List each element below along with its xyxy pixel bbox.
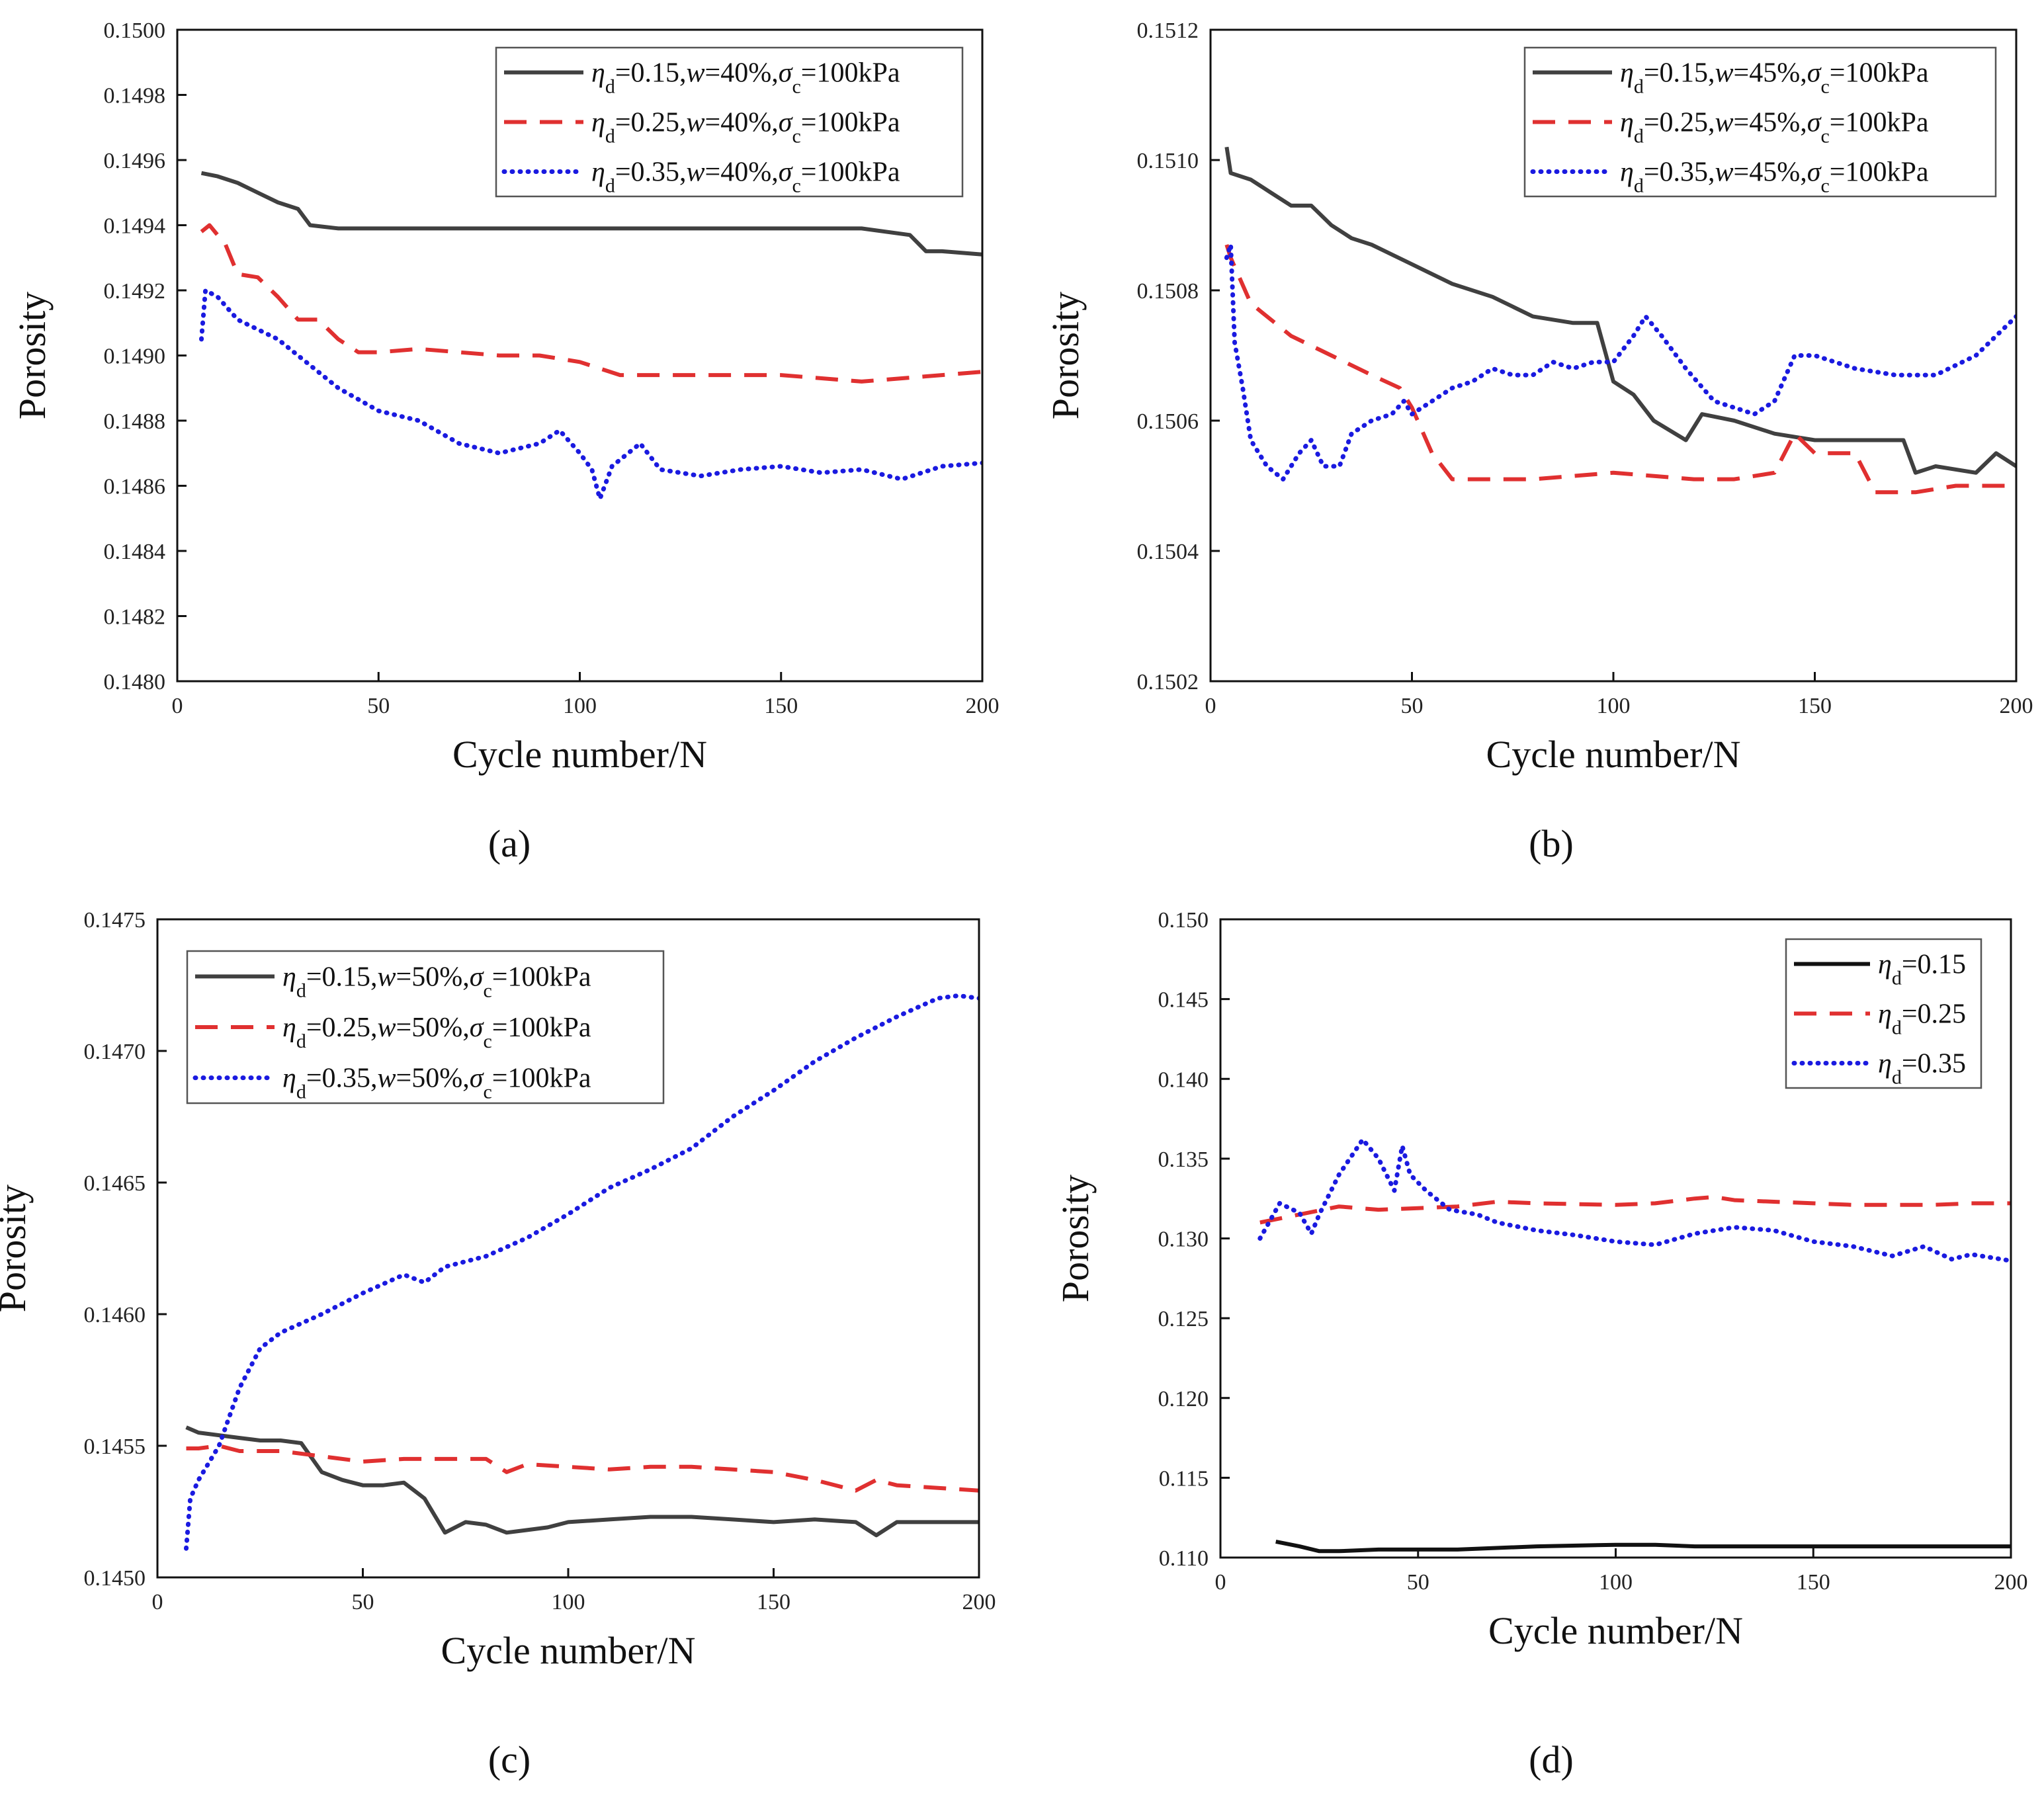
y-tick-label: 0.1512 <box>1137 19 1199 43</box>
y-tick-label: 0.1492 <box>104 279 166 304</box>
y-tick-label: 0.1482 <box>104 605 166 630</box>
x-tick-label: 100 <box>563 694 597 718</box>
x-tick-label: 150 <box>764 694 798 718</box>
panel-tag-a: (a) <box>488 822 531 865</box>
y-tick-label: 0.1486 <box>104 475 166 499</box>
chart-panel-c: 0 50 100 150 200 0.1450 0.1455 0.1460 0.1465 0.14… <box>0 908 996 1672</box>
x-tick-label: 100 <box>1597 694 1631 718</box>
series-line-1 <box>1224 146 2016 475</box>
series-line-1 <box>185 1425 979 1538</box>
series-line-1 <box>200 171 982 257</box>
chart-panel-d: 0 50 100 150 200 0.110 0.115 0.120 0.125 0.130 0.1… <box>1054 908 2028 1652</box>
legend-entry-2: ηd=0.25,w=40%,σc=100kPa <box>591 108 900 147</box>
series-line-2 <box>1259 1194 2011 1225</box>
legend-entry-3: ηd=0.35,w=40%,σc=100kPa <box>591 157 900 197</box>
y-tick-label: 0.1506 <box>1137 409 1199 434</box>
x-tick-label: 150 <box>1798 694 1832 718</box>
x-axis-title: Cycle number/N <box>1486 733 1741 776</box>
legend-entry-1: ηd=0.15,w=40%,σc=100kPa <box>591 58 900 98</box>
x-tick-label: 50 <box>367 694 390 718</box>
x-tick-label: 50 <box>1407 1570 1429 1595</box>
x-tick-label: 200 <box>966 694 1000 718</box>
y-tick-label: 0.1510 <box>1137 149 1199 173</box>
y-tick-label: 0.1460 <box>84 1303 146 1327</box>
y-tick-label: 0.1450 <box>84 1566 146 1591</box>
y-tick-label: 0.1488 <box>104 409 166 434</box>
x-tick-label: 150 <box>757 1590 790 1614</box>
legend-entry-3: ηd=0.35,w=45%,σc=100kPa <box>1620 157 1929 197</box>
x-tick-label: 100 <box>1599 1570 1633 1595</box>
legend-entry-1: ηd=0.15 <box>1878 950 1966 989</box>
legend-entry-2: ηd=0.25 <box>1878 999 1966 1039</box>
x-tick-label: 200 <box>2000 694 2033 718</box>
y-tick-label: 0.145 <box>1158 988 1209 1013</box>
series-line-2 <box>1224 244 2016 495</box>
y-tick-label: 0.1498 <box>104 84 166 108</box>
x-tick-label: 50 <box>1401 694 1424 718</box>
series-line-3 <box>1224 242 2016 482</box>
series-line-2 <box>200 223 982 384</box>
y-tick-label: 0.130 <box>1158 1228 1209 1252</box>
series-line-3 <box>184 993 979 1551</box>
x-tick-label: 0 <box>1215 1570 1226 1595</box>
legend-entry-1: ηd=0.15,w=50%,σc=100kPa <box>282 962 591 1001</box>
x-tick-label: 100 <box>552 1590 585 1614</box>
y-tick-label: 0.1480 <box>104 670 166 694</box>
legend-entry-2: ηd=0.25,w=45%,σc=100kPa <box>1620 108 1929 147</box>
legend-entry-2: ηd=0.25,w=50%,σc=100kPa <box>282 1013 591 1052</box>
y-axis-title: Porosity <box>1054 1175 1097 1302</box>
x-tick-label: 200 <box>962 1590 996 1614</box>
y-tick-label: 0.1508 <box>1137 279 1199 304</box>
panel-tag-c: (c) <box>488 1738 531 1781</box>
y-tick-label: 0.1484 <box>104 540 166 564</box>
y-tick-label: 0.1465 <box>84 1171 146 1196</box>
x-axis-title: Cycle number/N <box>441 1629 696 1672</box>
series-line-1 <box>1275 1539 2011 1554</box>
series-line-3 <box>199 288 982 501</box>
x-axis-title: Cycle number/N <box>1488 1609 1743 1652</box>
y-tick-label: 0.1475 <box>84 908 146 933</box>
x-tick-label: 0 <box>1205 694 1216 718</box>
y-axis-title: Porosity <box>1044 292 1087 419</box>
x-tick-label: 0 <box>152 1590 163 1614</box>
chart-panel-b: 0 50 100 150 200 0.1502 0.1504 0.1506 0.1508 0.15… <box>1044 19 2033 776</box>
x-tick-label: 50 <box>352 1590 374 1614</box>
y-tick-label: 0.1494 <box>104 214 166 239</box>
y-tick-label: 0.1470 <box>84 1040 146 1064</box>
legend-entry-1: ηd=0.15,w=45%,σc=100kPa <box>1620 58 1929 98</box>
legend-entry-3: ηd=0.35,w=50%,σc=100kPa <box>282 1063 591 1103</box>
y-tick-label: 0.1496 <box>104 149 166 173</box>
series-line-2 <box>186 1444 979 1493</box>
x-tick-label: 150 <box>1797 1570 1830 1595</box>
y-tick-label: 0.1455 <box>84 1435 146 1459</box>
x-tick-label: 200 <box>1994 1570 2028 1595</box>
x-tick-label: 0 <box>172 694 183 718</box>
y-tick-label: 0.135 <box>1158 1147 1209 1172</box>
y-tick-label: 0.125 <box>1158 1307 1209 1331</box>
panel-tag-b: (b) <box>1529 822 1574 865</box>
y-tick-label: 0.115 <box>1159 1466 1209 1491</box>
x-axis-title: Cycle number/N <box>452 733 707 776</box>
y-tick-label: 0.1500 <box>104 19 166 43</box>
y-axis-title: Porosity <box>0 1185 34 1312</box>
y-tick-label: 0.110 <box>1159 1546 1209 1571</box>
y-tick-label: 0.1490 <box>104 345 166 369</box>
panel-tag-d: (d) <box>1529 1738 1574 1781</box>
series-line-3 <box>1257 1137 2011 1263</box>
chart-panel-a: 0 50 100 150 200 0.1480 0.1482 0.1484 0.1486 0.14… <box>11 19 1000 776</box>
y-tick-label: 0.1502 <box>1137 670 1199 694</box>
y-tick-label: 0.140 <box>1158 1067 1209 1092</box>
y-tick-label: 0.120 <box>1158 1387 1209 1411</box>
y-tick-label: 0.150 <box>1158 908 1209 933</box>
legend-entry-3: ηd=0.35 <box>1878 1049 1966 1089</box>
y-axis-title: Porosity <box>11 292 54 419</box>
y-tick-label: 0.1504 <box>1137 540 1199 564</box>
